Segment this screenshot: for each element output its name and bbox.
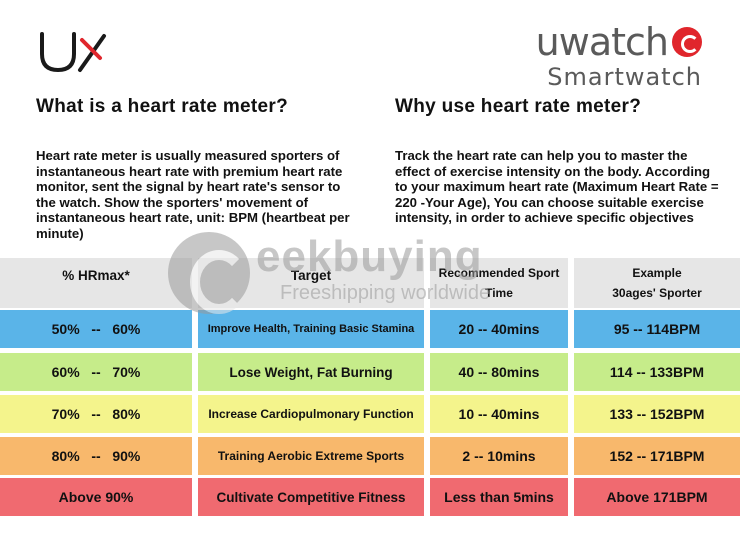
brand-subtitle: Smartwatch xyxy=(547,63,702,91)
row-target: Cultivate Competitive Fitness xyxy=(216,489,406,505)
table-row: 70% -- 80% Increase Cardiopulmonary Func… xyxy=(0,395,740,433)
right-paragraph: Track the heart rate can help you to mas… xyxy=(395,148,719,225)
row-hrmax: 60% -- 70% xyxy=(51,364,141,380)
header-target: Target xyxy=(290,268,332,283)
ux-logo-icon xyxy=(40,32,106,73)
row-target: Improve Health, Training Basic Stamina xyxy=(207,323,415,335)
header-time: Recommended Sport Time xyxy=(430,258,568,308)
table-row: 50% -- 60% Improve Health, Training Basi… xyxy=(0,310,740,348)
header-hrmax: % HRmax* xyxy=(62,268,130,283)
row-example: 133 -- 152BPM xyxy=(609,406,705,422)
row-time: 10 -- 40mins xyxy=(458,406,540,422)
row-example: 95 -- 114BPM xyxy=(613,321,701,337)
table-row: 60% -- 70% Lose Weight, Fat Burning 40 -… xyxy=(0,353,740,391)
row-hrmax: 50% -- 60% xyxy=(51,321,141,337)
row-target: Training Aerobic Extreme Sports xyxy=(217,449,405,463)
table-row: Above 90% Cultivate Competitive Fitness … xyxy=(0,478,740,516)
brand-logo: uwatch Smartwatch xyxy=(536,20,702,90)
table-row: 80% -- 90% Training Aerobic Extreme Spor… xyxy=(0,437,740,475)
row-time: 2 -- 10mins xyxy=(462,448,536,464)
header-example: Example 30ages' Sporter xyxy=(574,258,740,308)
column-divider xyxy=(192,258,198,520)
row-example: Above 171BPM xyxy=(606,489,708,505)
row-hrmax: 80% -- 90% xyxy=(51,448,141,464)
brand-mark-icon xyxy=(672,27,702,57)
row-target: Increase Cardiopulmonary Function xyxy=(208,407,414,421)
header-example-line1: Example xyxy=(632,266,682,280)
row-example: 152 -- 171BPM xyxy=(609,448,705,464)
column-divider xyxy=(424,258,430,520)
left-heading: What is a heart rate meter? xyxy=(36,96,289,117)
left-paragraph: Heart rate meter is usually measured spo… xyxy=(36,148,350,241)
row-hrmax: 70% -- 80% xyxy=(51,406,141,422)
row-target: Lose Weight, Fat Burning xyxy=(229,364,393,380)
column-divider xyxy=(568,258,574,520)
row-time: 40 -- 80mins xyxy=(458,364,540,380)
brand-name: uwatch xyxy=(536,20,702,64)
brand-name-text: uwatch xyxy=(535,20,669,64)
row-example: 114 -- 133BPM xyxy=(609,364,705,380)
header-time-line1: Recommended Sport xyxy=(438,266,560,280)
right-heading: Why use heart rate meter? xyxy=(395,96,642,117)
header-example-line2: 30ages' Sporter xyxy=(612,286,702,300)
header-time-line2: Time xyxy=(485,286,513,300)
heart-rate-table: % HRmax* Target Recommended Sport Time E… xyxy=(0,258,740,520)
table-header-row: % HRmax* Target Recommended Sport Time E… xyxy=(0,258,740,308)
row-time: 20 -- 40mins xyxy=(458,321,540,337)
row-hrmax: Above 90% xyxy=(58,489,134,505)
row-time: Less than 5mins xyxy=(444,489,554,505)
